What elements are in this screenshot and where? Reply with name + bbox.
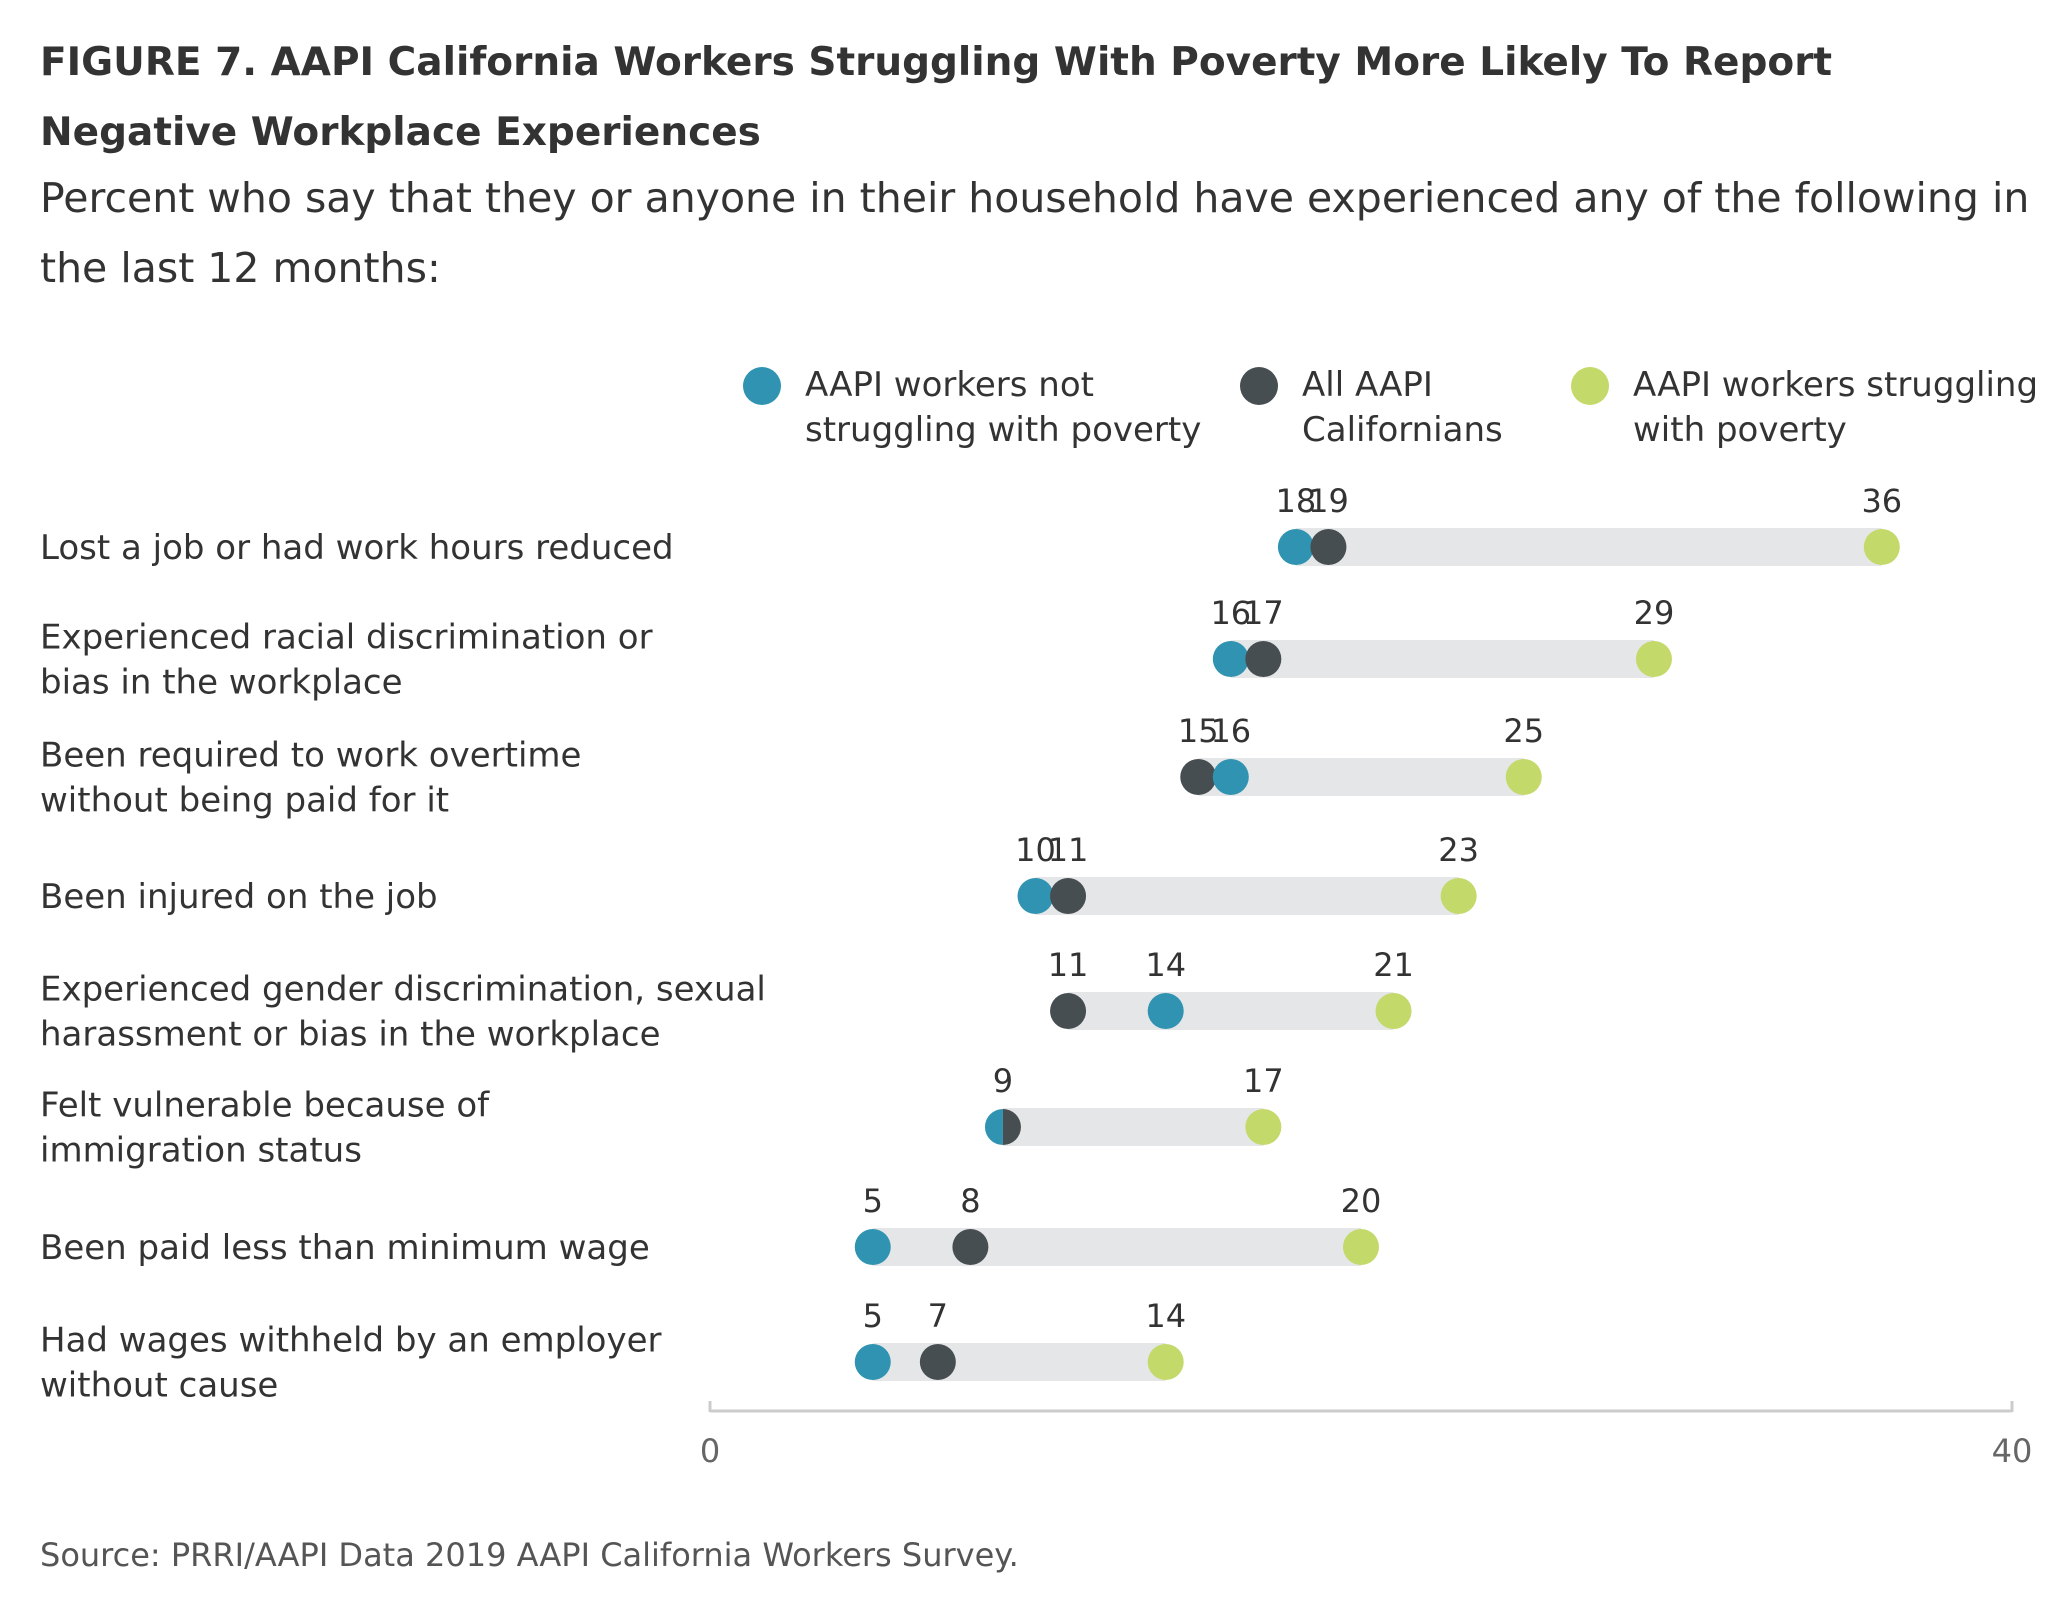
dot-not_struggling bbox=[1277, 529, 1314, 565]
dot-all_aapi bbox=[952, 1229, 989, 1265]
category-label: immigration status bbox=[40, 1131, 362, 1171]
chart-title: FIGURE 7. AAPI California Workers Strugg… bbox=[40, 40, 1833, 155]
dot-all_aapi bbox=[1002, 1109, 1021, 1145]
value-label: 10 bbox=[1015, 831, 1056, 869]
source-note: Source: PRRI/AAPI Data 2019 AAPI Califor… bbox=[40, 1536, 1019, 1574]
value-label: 20 bbox=[1341, 1182, 1382, 1220]
value-label: 19 bbox=[1308, 482, 1349, 520]
legend-label-all_aapi: Californians bbox=[1302, 410, 1503, 450]
dot-struggling bbox=[1440, 878, 1477, 914]
chart-row: Experienced racial discrimination or bias… bbox=[40, 594, 1674, 703]
dot-struggling bbox=[1375, 993, 1412, 1029]
value-label: 21 bbox=[1373, 946, 1414, 984]
dot-not_struggling bbox=[1017, 878, 1054, 914]
dot-all_aapi bbox=[1310, 529, 1347, 565]
value-label: 5 bbox=[863, 1182, 883, 1220]
category-label: Felt vulnerable because of bbox=[40, 1086, 490, 1126]
legend-marker-struggling bbox=[1571, 367, 1609, 405]
legend-label-struggling: with poverty bbox=[1633, 410, 1847, 450]
x-axis: 0 40 bbox=[700, 1401, 2033, 1470]
dot-not_struggling bbox=[1212, 641, 1249, 677]
value-label: 14 bbox=[1145, 1297, 1186, 1335]
value-label: 11 bbox=[1048, 831, 1089, 869]
legend-label-struggling: AAPI workers struggling bbox=[1633, 365, 2038, 405]
value-label: 11 bbox=[1048, 946, 1089, 984]
category-label: Been paid less than minimum wage bbox=[40, 1228, 650, 1268]
chart-row: Experienced gender discrimination, sexua… bbox=[40, 946, 1414, 1055]
value-label: 5 bbox=[863, 1297, 883, 1335]
category-label: Lost a job or had work hours reduced bbox=[40, 528, 674, 568]
dot-all_aapi bbox=[1245, 641, 1282, 677]
chart-row: Felt vulnerable because of immigration st… bbox=[40, 1062, 1284, 1171]
category-label: bias in the workplace bbox=[40, 663, 403, 703]
category-label: Been required to work overtime bbox=[40, 736, 581, 776]
chart-row: Been paid less than minimum wage 20 8 5 bbox=[40, 1182, 1381, 1268]
category-label: without being paid for it bbox=[40, 781, 449, 821]
legend: AAPI workers not struggling with poverty A… bbox=[743, 365, 2038, 450]
legend-marker-not_struggling bbox=[743, 367, 781, 405]
legend-marker-all_aapi bbox=[1240, 367, 1278, 405]
dot-not_struggling bbox=[1147, 993, 1184, 1029]
value-label: 15 bbox=[1178, 712, 1219, 750]
dot-all_aapi bbox=[919, 1344, 956, 1380]
dot-struggling bbox=[1505, 759, 1542, 795]
value-label: 16 bbox=[1210, 712, 1251, 750]
value-label: 23 bbox=[1438, 831, 1479, 869]
value-label: 29 bbox=[1634, 594, 1675, 632]
chart-row: Lost a job or had work hours reduced 36 19… bbox=[40, 482, 1902, 568]
category-label: Experienced gender discrimination, sexua… bbox=[40, 970, 766, 1010]
dot-not_struggling bbox=[854, 1344, 891, 1380]
dot-struggling bbox=[1343, 1229, 1379, 1265]
value-label: 36 bbox=[1861, 482, 1902, 520]
value-label: 17 bbox=[1243, 594, 1284, 632]
chart-row: Had wages withheld by an employer without… bbox=[40, 1297, 1186, 1406]
value-label: 17 bbox=[1243, 1062, 1284, 1100]
value-label: 7 bbox=[928, 1297, 948, 1335]
chart-rows: Lost a job or had work hours reduced 36 19… bbox=[40, 482, 1902, 1406]
dot-struggling bbox=[1245, 1109, 1282, 1145]
value-label: 9 bbox=[993, 1062, 1013, 1100]
value-label: 14 bbox=[1145, 946, 1186, 984]
dot-all_aapi bbox=[1180, 759, 1217, 795]
category-label: Experienced racial discrimination or bbox=[40, 618, 653, 658]
category-label: harassment or bias in the workplace bbox=[40, 1015, 660, 1055]
chart-subtitle: Percent who say that they or anyone in t… bbox=[40, 174, 2030, 292]
category-label: Had wages withheld by an employer bbox=[40, 1321, 662, 1361]
dot-struggling bbox=[1147, 1344, 1184, 1380]
dot-not_struggling bbox=[1212, 759, 1249, 795]
value-label: 16 bbox=[1210, 594, 1251, 632]
legend-label-not_struggling: AAPI workers not bbox=[805, 365, 1094, 405]
value-label: 8 bbox=[960, 1182, 980, 1220]
category-label: without cause bbox=[40, 1366, 278, 1406]
category-label: Been injured on the job bbox=[40, 877, 438, 917]
dot-not_struggling bbox=[854, 1229, 891, 1265]
x-tick-label: 0 bbox=[700, 1432, 720, 1470]
value-label: 25 bbox=[1503, 712, 1544, 750]
dot-struggling bbox=[1863, 529, 1900, 565]
x-tick-label: 40 bbox=[1992, 1432, 2033, 1470]
dot-not_struggling bbox=[984, 1109, 1003, 1145]
chart-row: Been required to work overtime without be… bbox=[40, 712, 1544, 821]
legend-label-all_aapi: All AAPI bbox=[1302, 365, 1433, 405]
dot-struggling bbox=[1635, 641, 1672, 677]
dot-all_aapi bbox=[1050, 878, 1087, 914]
legend-label-not_struggling: struggling with poverty bbox=[805, 410, 1201, 450]
dot-all_aapi bbox=[1050, 993, 1087, 1029]
value-label: 18 bbox=[1276, 482, 1317, 520]
